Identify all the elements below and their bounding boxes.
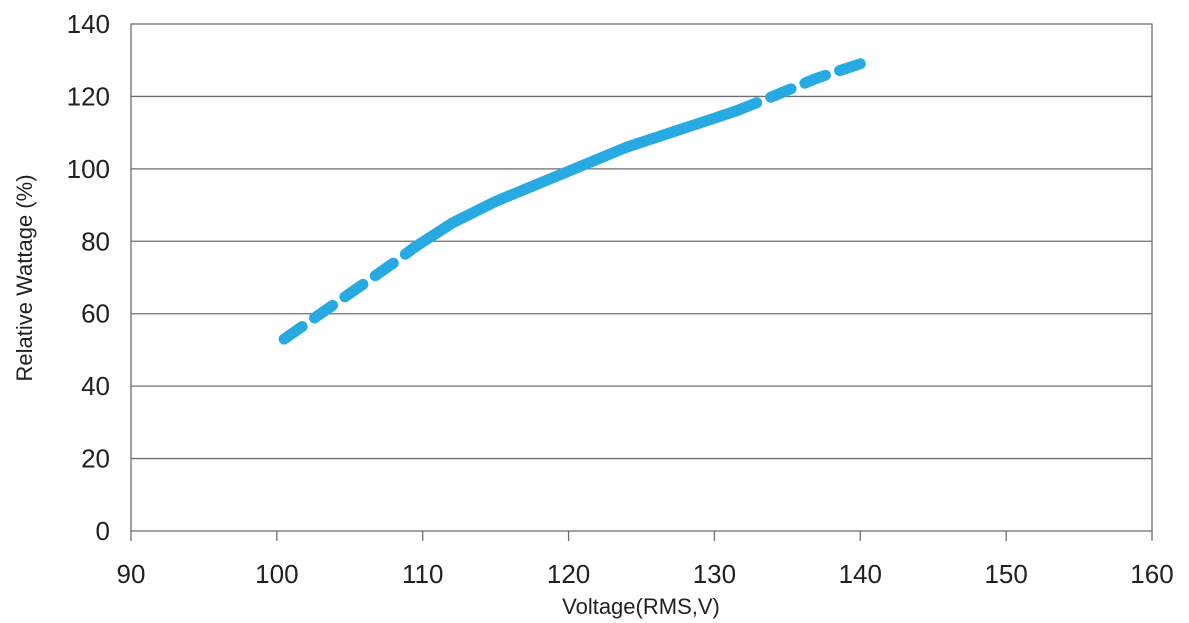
data-series bbox=[278, 58, 866, 345]
series-line-segment-2-solid bbox=[409, 105, 742, 253]
x-tick-label-130: 130 bbox=[693, 559, 736, 589]
plot-area-frame bbox=[130, 23, 1153, 532]
x-tick-label-90: 90 bbox=[117, 559, 146, 589]
x-tick-label-110: 110 bbox=[402, 559, 443, 589]
grid-lines bbox=[130, 95, 1153, 541]
y-tick-label-100: 100 bbox=[67, 154, 110, 184]
series-line-segment-1-dashed bbox=[278, 241, 421, 345]
y-tick-label-0: 0 bbox=[96, 516, 110, 546]
y-tick-label-120: 120 bbox=[67, 81, 110, 111]
x-tick-label-100: 100 bbox=[255, 559, 298, 589]
x-tick-label-120: 120 bbox=[547, 559, 590, 589]
y-axis-title: Relative Wattage (%) bbox=[12, 174, 37, 381]
y-tick-label-40: 40 bbox=[81, 371, 110, 401]
x-tick-label-140: 140 bbox=[839, 559, 882, 589]
y-axis-tick-labels: 0 20 40 60 80 100 120 140 bbox=[67, 9, 110, 546]
y-tick-label-140: 140 bbox=[67, 9, 110, 39]
y-tick-label-80: 80 bbox=[81, 226, 110, 256]
x-axis-title: Voltage(RMS,V) bbox=[562, 594, 720, 619]
series-line-segment-3-dashed bbox=[730, 58, 866, 117]
y-tick-label-60: 60 bbox=[81, 299, 110, 329]
x-tick-label-160: 160 bbox=[1130, 559, 1173, 589]
x-axis-tick-labels: 90 100 110 120 130 140 150 160 bbox=[117, 559, 1174, 589]
y-tick-label-20: 20 bbox=[81, 444, 110, 474]
x-tick-label-150: 150 bbox=[984, 559, 1027, 589]
